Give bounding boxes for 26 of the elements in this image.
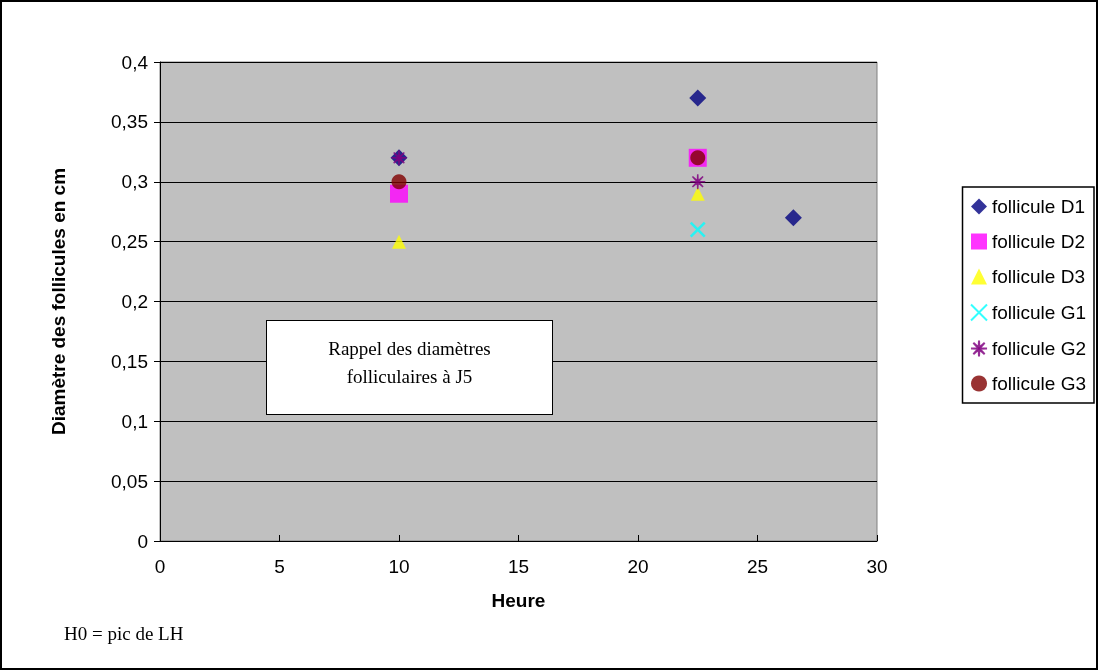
y-tick-label: 0	[137, 530, 148, 552]
x-tick-label: 20	[627, 556, 649, 577]
x-tick-label: 0	[154, 556, 166, 577]
x-tick-label: 5	[274, 556, 285, 577]
x-tick-label: 15	[507, 556, 530, 577]
x-tick-label: 10	[388, 556, 410, 577]
text: H0 = pic de LH	[64, 623, 184, 644]
legend-label: follicule D3	[992, 266, 1085, 287]
x-tick-label: 25	[746, 556, 769, 577]
y-tick-label: 0,2	[121, 291, 148, 312]
y-tick-label: 0,25	[111, 231, 148, 253]
x-tick-label: 30	[866, 556, 888, 577]
annotation: Rappel des diamètres folliculaires à J5	[327, 337, 492, 389]
y-tick-label: 0,35	[111, 111, 148, 133]
x-axis-title: Heure	[491, 590, 546, 611]
legend-label: follicule D2	[992, 231, 1085, 252]
legend-label: follicule D1	[992, 196, 1085, 217]
y-tick-label: 0,05	[111, 470, 148, 492]
legend-label: follicule G2	[992, 338, 1087, 359]
legend-label: follicule G1	[992, 302, 1087, 323]
y-tick-label: 0,4	[121, 51, 149, 73]
y-tick-label: 0,15	[111, 350, 148, 372]
y-axis-title: Diamètre des follicules en cm	[48, 167, 69, 436]
y-tick-label: 0,3	[121, 171, 148, 193]
legend-label: follicule G3	[992, 373, 1087, 394]
y-tick-label: 0,1	[121, 410, 148, 432]
